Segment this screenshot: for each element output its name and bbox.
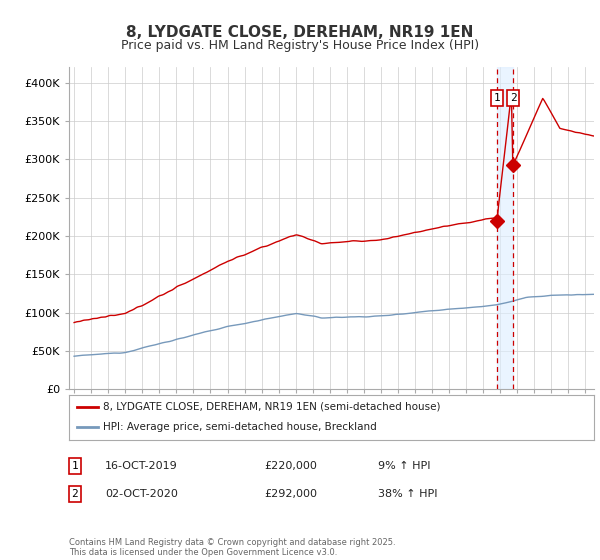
Text: 2: 2 bbox=[509, 93, 517, 103]
Text: 16-OCT-2019: 16-OCT-2019 bbox=[105, 461, 178, 471]
Text: 38% ↑ HPI: 38% ↑ HPI bbox=[378, 489, 437, 499]
Text: 8, LYDGATE CLOSE, DEREHAM, NR19 1EN: 8, LYDGATE CLOSE, DEREHAM, NR19 1EN bbox=[127, 25, 473, 40]
Text: Price paid vs. HM Land Registry's House Price Index (HPI): Price paid vs. HM Land Registry's House … bbox=[121, 39, 479, 52]
Text: 1: 1 bbox=[493, 93, 500, 103]
Text: Contains HM Land Registry data © Crown copyright and database right 2025.
This d: Contains HM Land Registry data © Crown c… bbox=[69, 538, 395, 557]
Text: 02-OCT-2020: 02-OCT-2020 bbox=[105, 489, 178, 499]
Text: £220,000: £220,000 bbox=[264, 461, 317, 471]
Text: 2: 2 bbox=[71, 489, 79, 499]
Text: 1: 1 bbox=[71, 461, 79, 471]
Text: HPI: Average price, semi-detached house, Breckland: HPI: Average price, semi-detached house,… bbox=[103, 422, 377, 432]
Bar bbox=[497, 67, 513, 389]
Text: £292,000: £292,000 bbox=[264, 489, 317, 499]
Text: 8, LYDGATE CLOSE, DEREHAM, NR19 1EN (semi-detached house): 8, LYDGATE CLOSE, DEREHAM, NR19 1EN (sem… bbox=[103, 402, 440, 412]
Text: 9% ↑ HPI: 9% ↑ HPI bbox=[378, 461, 431, 471]
